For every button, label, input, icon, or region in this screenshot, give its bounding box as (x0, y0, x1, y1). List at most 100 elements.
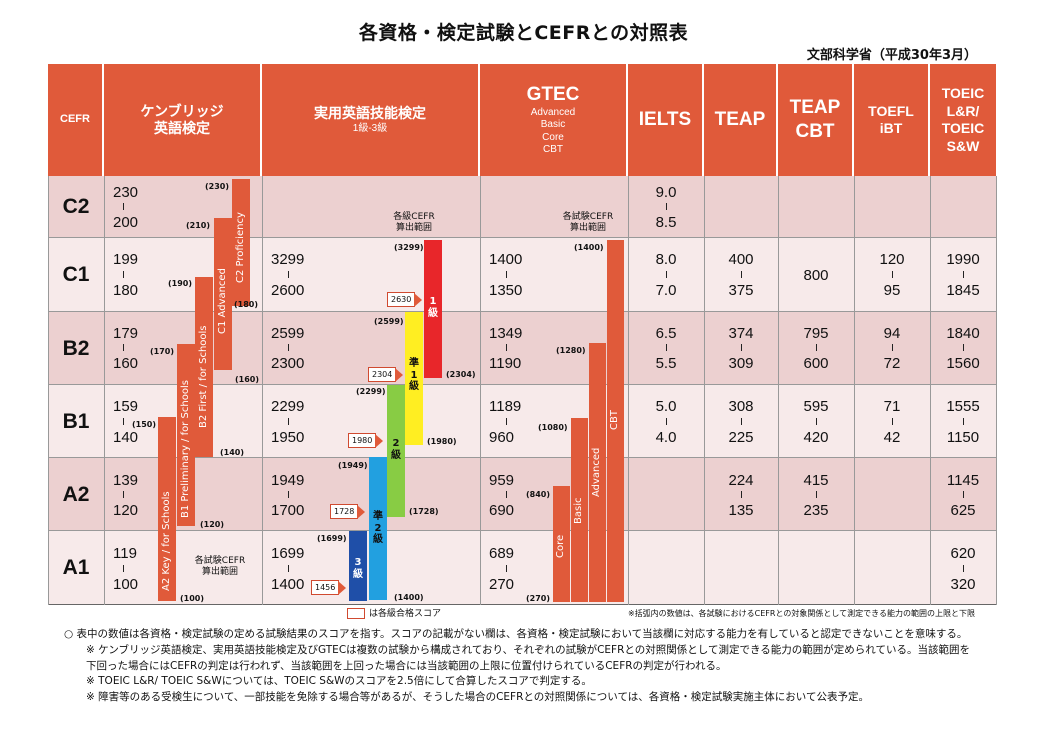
toeic-score: 320 (950, 576, 976, 593)
gtec-score: 689 (489, 545, 515, 562)
ielts-score: 7.0 (655, 282, 677, 299)
range-tick (963, 418, 964, 425)
row-a1 (48, 531, 996, 605)
range-label: (190) (168, 279, 193, 288)
header-gtec: GTEC Advanced Basic Core CBT (480, 64, 628, 176)
gtec-bar-core (553, 486, 570, 602)
gtec-bar-advanced (589, 343, 606, 602)
range-label: (1699) (317, 534, 347, 543)
eiken-pass-marker: 1980 (348, 433, 384, 448)
eiken-bar-pre1 (405, 312, 423, 445)
range-tick (123, 344, 124, 351)
gtec-score: 959 (489, 472, 515, 489)
header-toeic: TOEIC L&R/TOEIC S&W (930, 64, 996, 176)
eiken-grade-label: 1級 (428, 296, 438, 319)
cambridge-bar-b1 (177, 344, 195, 526)
column-divider (778, 176, 779, 605)
teap-score: 225 (728, 429, 754, 446)
gtec-bar-cbt (607, 240, 624, 602)
range-tick (506, 271, 507, 278)
cambridge-bar-label: C2 Proficiency (235, 212, 246, 283)
range-tick (741, 418, 742, 425)
toefl-score: 95 (883, 282, 901, 299)
range-tick (666, 203, 667, 210)
cambridge-bar-c1 (214, 218, 232, 370)
range-label: (1728) (409, 507, 439, 516)
eiken-pass-marker: 2304 (368, 367, 404, 382)
header-teap: TEAP (704, 64, 778, 176)
range-label: (120) (200, 520, 225, 529)
range-tick (123, 271, 124, 278)
range-tick (963, 491, 964, 498)
column-divider (104, 176, 105, 605)
source-label: 文部科学省（平成30年3月） (806, 48, 977, 63)
note-item: ※ TOEIC L&R/ TOEIC S&Wについては、TOEIC S&Wのスコ… (86, 675, 592, 688)
range-tick (666, 344, 667, 351)
cambridge-bar-b2 (195, 277, 213, 457)
ielts-score: 8.5 (655, 214, 677, 231)
toefl-score: 120 (879, 251, 905, 268)
toeic-score: 1555 (946, 398, 980, 415)
range-tick (123, 565, 124, 572)
range-tick (892, 418, 893, 425)
header-eiken: 実用英語技能検定 1級-3級 (262, 64, 480, 176)
row-a2 (48, 458, 996, 531)
gtec-score: 960 (489, 429, 515, 446)
toefl-score: 94 (883, 325, 901, 342)
range-tick (816, 344, 817, 351)
toeic-score: 1560 (946, 355, 980, 372)
range-tick (741, 491, 742, 498)
range-label: (1080) (538, 423, 568, 432)
note-item: ※ 障害等のある受検生について、一部技能を免除する場合等があるが、そうした場合の… (86, 691, 869, 703)
cambridge-range-note: 各試験CEFR 算出範囲 (194, 556, 246, 577)
toeic-score: 1845 (946, 282, 980, 299)
column-divider (628, 176, 629, 605)
eiken-grade-label: 3級 (353, 557, 363, 580)
teap-cbt-score: 595 (803, 398, 829, 415)
toeic-score: 625 (950, 502, 976, 519)
gtec-bar-label: Basic (573, 497, 584, 524)
cambridge-bar-label: A2 Key / for Schools (161, 491, 172, 591)
range-label: (230) (205, 182, 230, 191)
gtec-score: 270 (489, 576, 515, 593)
cambridge-score: 120 (113, 502, 139, 519)
range-tick (963, 344, 964, 351)
cambridge-bar-label: C1 Advanced (217, 268, 228, 334)
range-tick (506, 344, 507, 351)
eiken-bar-grade1 (424, 240, 442, 378)
cefr-level-c1: C1 (62, 263, 90, 286)
teap-cbt-score: 795 (803, 325, 829, 342)
note-item: ※ ケンブリッジ英語検定、実用英語技能検定及びGTECは複数の試験から構成されて… (86, 643, 970, 672)
range-label: (140) (220, 448, 245, 457)
teap-cbt-score: 800 (803, 267, 829, 284)
gtec-score: 1349 (489, 325, 523, 342)
header-cambridge: ケンブリッジ 英語検定 (104, 64, 262, 176)
range-label: (180) (234, 300, 259, 309)
cefr-level-a2: A2 (62, 482, 90, 506)
eiken-score: 3299 (271, 251, 305, 268)
ielts-score: 5.5 (655, 355, 677, 372)
range-label: (1400) (574, 243, 604, 252)
eiken-bar-grade3 (349, 531, 367, 601)
column-divider (996, 176, 997, 605)
teap-cbt-score: 600 (803, 355, 829, 372)
cambridge-bar-label: B2 First / for Schools (198, 325, 209, 428)
range-label: (840) (526, 490, 551, 499)
eiken-bar-grade2 (387, 385, 405, 517)
cambridge-score: 160 (113, 355, 139, 372)
eiken-score: 1400 (271, 576, 305, 593)
eiken-score: 2299 (271, 398, 305, 415)
cambridge-score: 199 (113, 251, 139, 268)
teap-score: 135 (728, 502, 754, 519)
range-label: (2304) (446, 370, 476, 379)
eiken-pass-marker: 1728 (330, 504, 366, 519)
range-label: (2599) (374, 317, 404, 326)
cambridge-bar-label: B1 Preliminary / for Schools (180, 380, 191, 518)
range-label: (1280) (556, 346, 586, 355)
cambridge-score: 179 (113, 325, 139, 342)
range-label: (160) (235, 375, 260, 384)
ielts-score: 6.5 (655, 325, 677, 342)
eiken-score: 1699 (271, 545, 305, 562)
eiken-bar-pre2 (369, 457, 387, 600)
cambridge-bar-c2 (232, 179, 250, 306)
